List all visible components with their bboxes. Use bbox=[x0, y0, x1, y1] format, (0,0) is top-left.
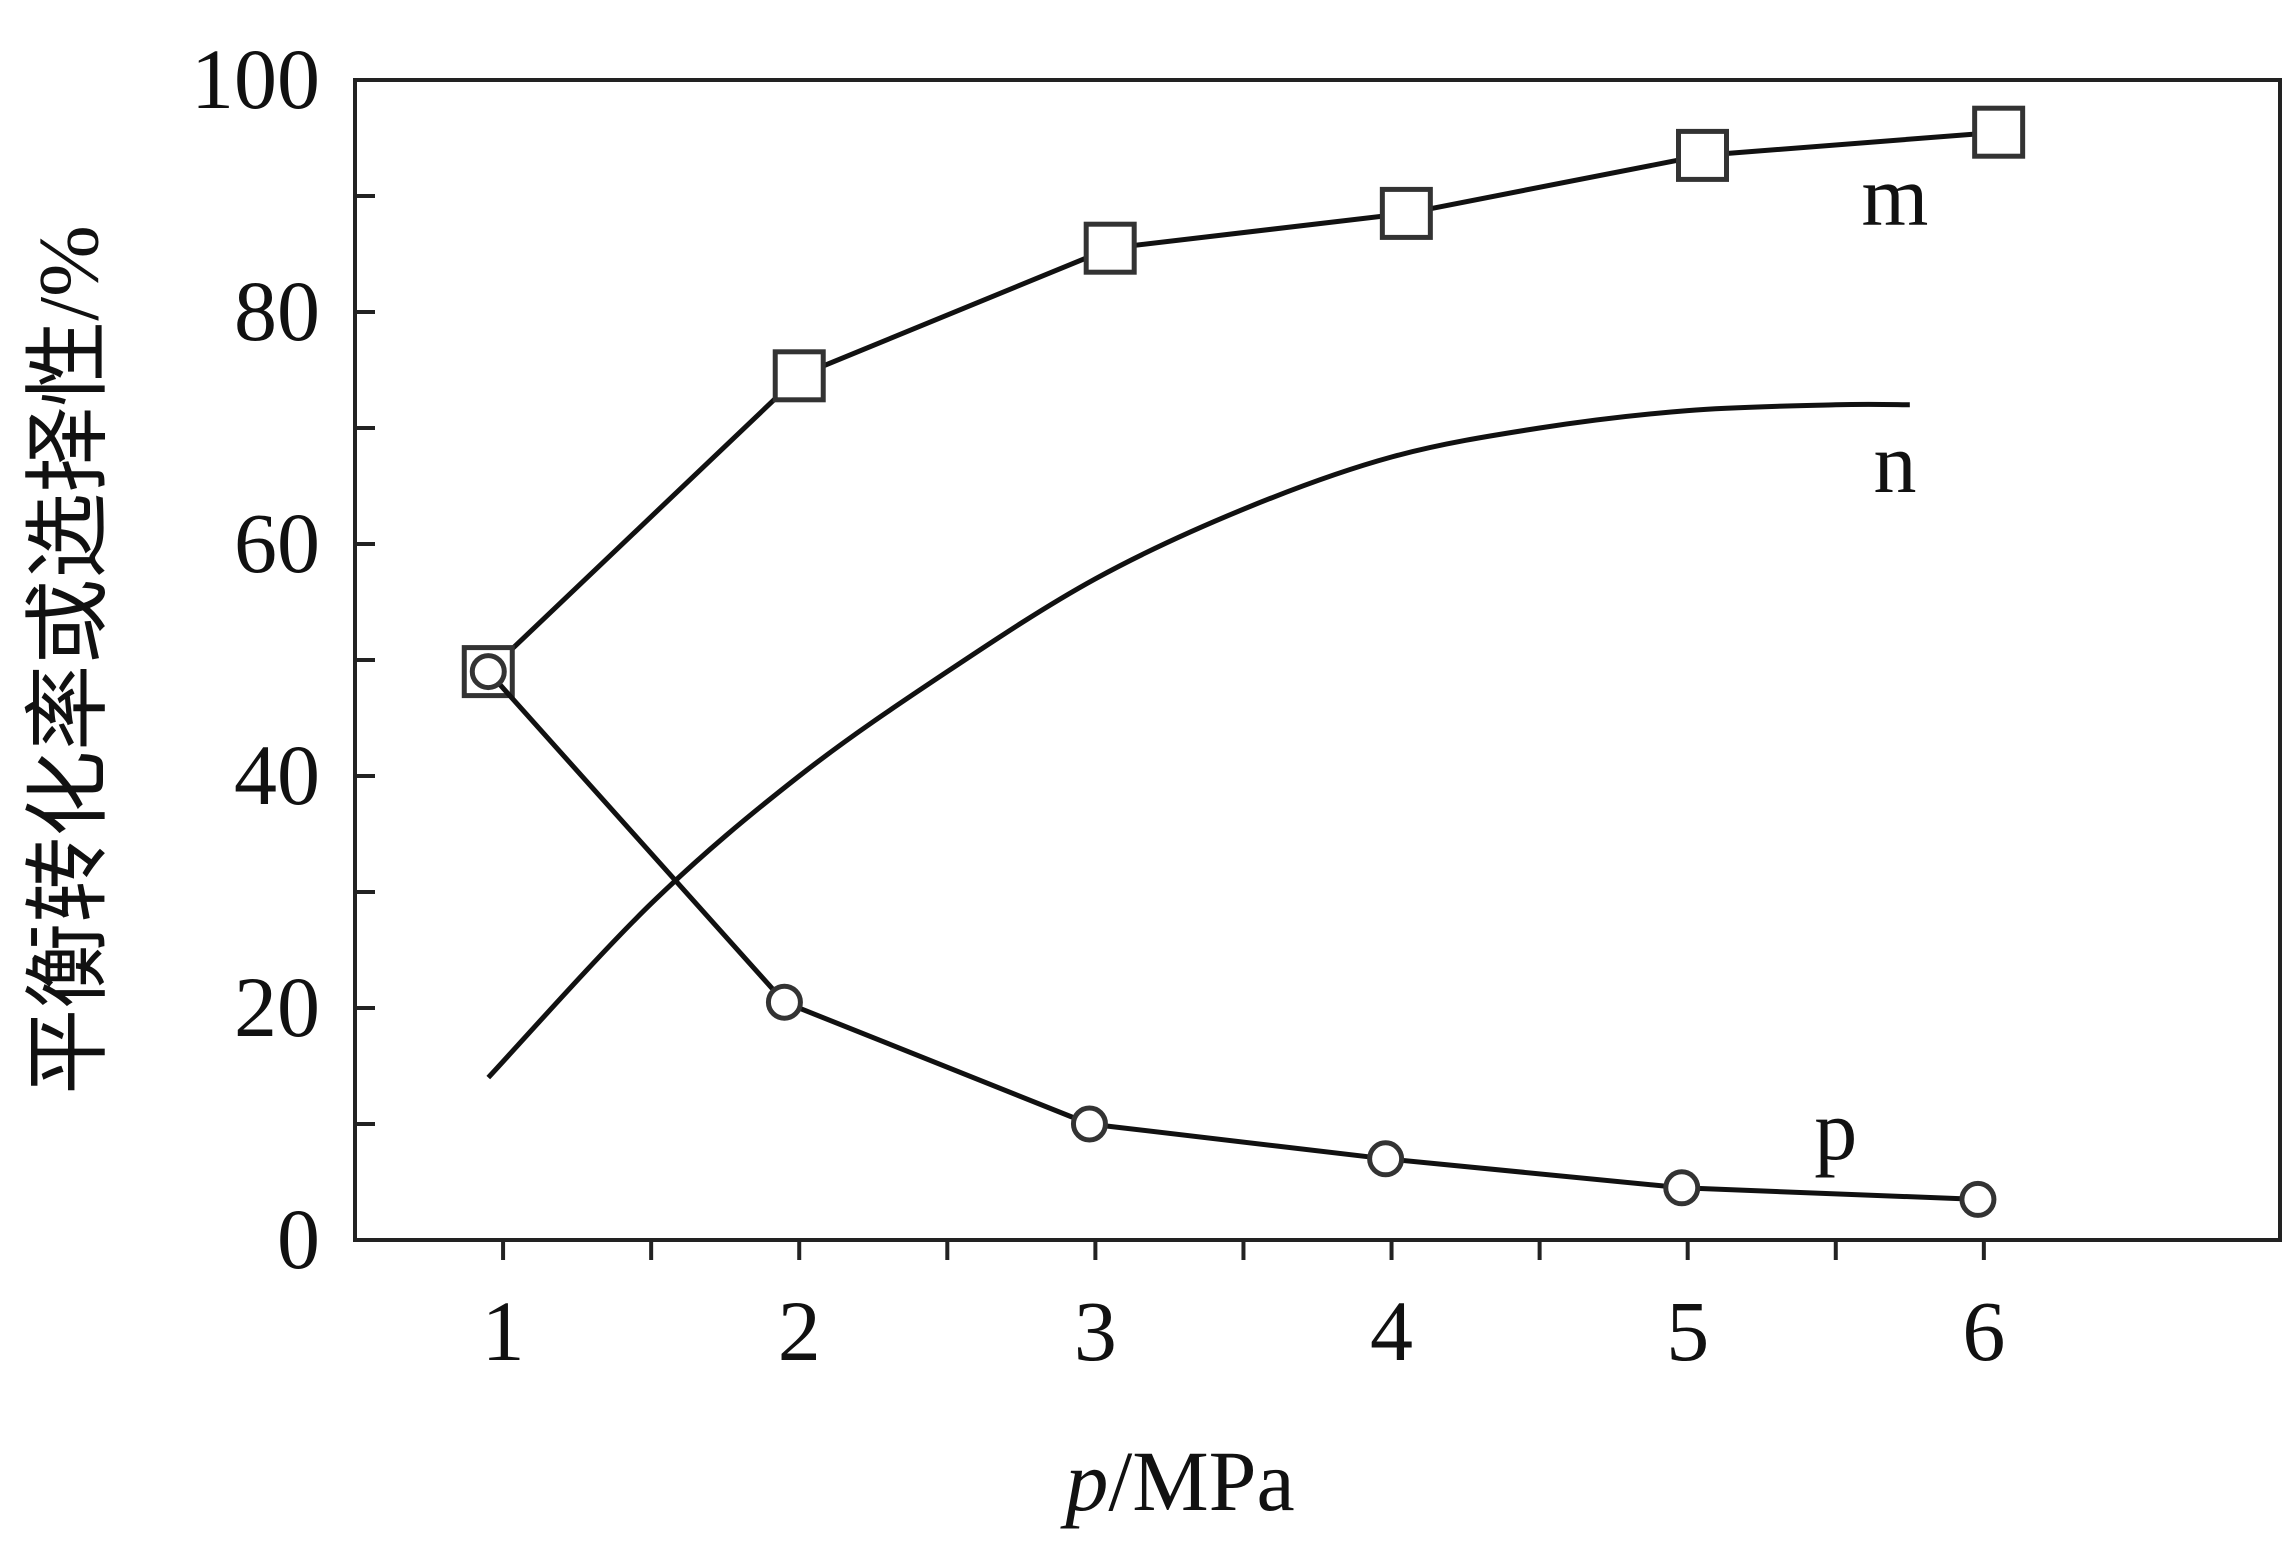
x-tick-label: 2 bbox=[778, 1283, 821, 1379]
y-tick-label: 0 bbox=[277, 1191, 320, 1287]
series-line-n bbox=[486, 401, 1910, 1080]
y-tick-label: 100 bbox=[191, 31, 320, 127]
series-label-n: n bbox=[1874, 415, 1917, 511]
circle-marker bbox=[1959, 1180, 1997, 1218]
circle-marker bbox=[765, 983, 803, 1021]
y-tick-label: 60 bbox=[234, 495, 320, 591]
square-marker bbox=[772, 349, 826, 403]
y-tick-label: 80 bbox=[234, 263, 320, 359]
circle-marker bbox=[1663, 1169, 1701, 1207]
x-tick-label: 4 bbox=[1370, 1283, 1413, 1379]
square-marker bbox=[1379, 186, 1433, 240]
series-line-p bbox=[486, 669, 1979, 1202]
circle-marker bbox=[469, 653, 507, 691]
series-layer bbox=[461, 105, 2026, 1218]
square-marker bbox=[1083, 221, 1137, 275]
series-label-m: m bbox=[1862, 148, 1929, 244]
square-marker bbox=[1676, 128, 1729, 182]
y-tick-label: 40 bbox=[234, 727, 320, 823]
series-n bbox=[486, 401, 1910, 1080]
x-axis-title: p/MPa bbox=[1059, 1433, 1294, 1529]
series-line-m bbox=[486, 129, 1999, 674]
plot-frame bbox=[353, 78, 2282, 1242]
x-axis-title-unit: /MPa bbox=[1108, 1433, 1294, 1529]
series-label-p: p bbox=[1814, 1082, 1857, 1178]
x-tick-label: 5 bbox=[1666, 1283, 1709, 1379]
y-axis-title: 平衡转化率或选择性/% bbox=[21, 225, 117, 1095]
circle-marker bbox=[1367, 1140, 1405, 1178]
series-p bbox=[469, 653, 1997, 1218]
y-tick-label: 20 bbox=[234, 959, 320, 1055]
x-tick-label: 6 bbox=[1962, 1283, 2005, 1379]
ticks-layer bbox=[355, 78, 1986, 1260]
circle-marker bbox=[1070, 1105, 1108, 1143]
series-m bbox=[461, 105, 2026, 699]
x-tick-label: 1 bbox=[482, 1283, 525, 1379]
x-axis-title-variable: p bbox=[1059, 1433, 1108, 1529]
x-tick-label: 3 bbox=[1074, 1283, 1117, 1379]
square-marker bbox=[1972, 105, 2026, 159]
